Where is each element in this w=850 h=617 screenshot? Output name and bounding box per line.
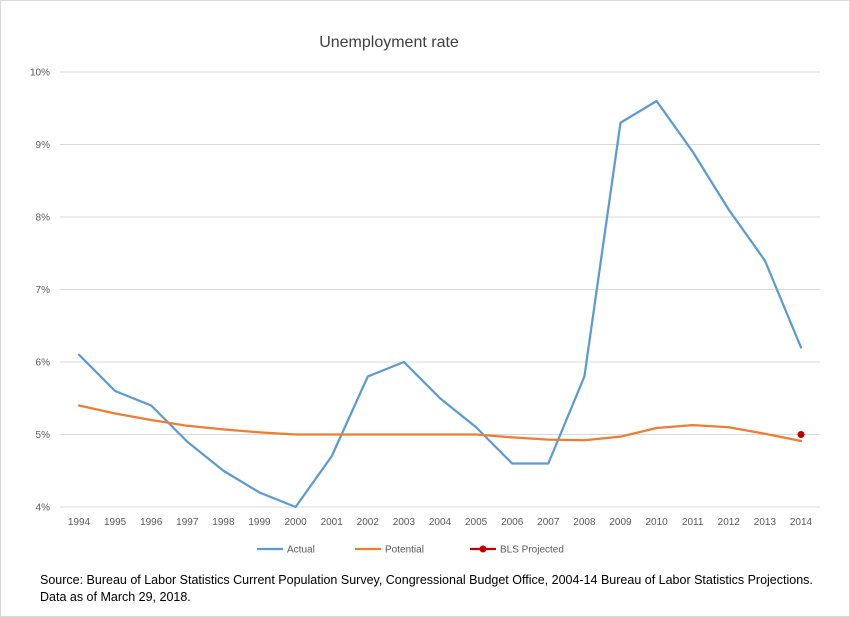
- y-tick-label: 4%: [36, 503, 51, 514]
- x-tick-label: 2012: [718, 517, 741, 528]
- series-line-potential: [77, 404, 803, 443]
- source-line-2: Data as of March 29, 2018.: [40, 590, 191, 604]
- legend-item-actual: Actual: [257, 545, 315, 556]
- y-tick-label: 10%: [30, 68, 50, 79]
- legend-item-potential: Potential: [355, 545, 424, 556]
- source-note: Source: Bureau of Labor Statistics Curre…: [40, 572, 830, 606]
- legend-label: Potential: [385, 545, 424, 556]
- legend-label: Actual: [287, 545, 315, 556]
- gridlines: [60, 71, 820, 508]
- x-tick-label: 1998: [212, 517, 235, 528]
- x-tick-label: 1997: [176, 517, 199, 528]
- x-tick-label: 2011: [682, 517, 704, 528]
- legend-marker: [479, 545, 487, 553]
- x-tick-label: 1996: [140, 517, 163, 528]
- legend-item-bls-projected: BLS Projected: [470, 545, 564, 556]
- y-tick-label: 5%: [36, 430, 51, 441]
- x-tick-label: 2002: [357, 517, 380, 528]
- legend: Actual Potential BLS Projected: [257, 545, 564, 556]
- y-tick-label: 7%: [36, 285, 51, 296]
- chart-title: Unemployment rate: [319, 34, 459, 51]
- x-tick-label: 1995: [104, 517, 127, 528]
- y-axis-tick-labels: 4% 5% 6% 7% 8% 9% 10%: [30, 68, 50, 514]
- x-tick-label: 2001: [321, 517, 344, 528]
- source-line-1: Source: Bureau of Labor Statistics Curre…: [40, 573, 813, 587]
- x-tick-label: 2013: [754, 517, 777, 528]
- x-tick-label: 2005: [465, 517, 488, 528]
- x-tick-label: 1999: [248, 517, 271, 528]
- x-tick-label: 2004: [429, 517, 452, 528]
- x-tick-label: 2014: [790, 517, 813, 528]
- series-line-actual: [77, 99, 803, 509]
- x-tick-label: 2000: [284, 517, 307, 528]
- x-tick-label: 1994: [68, 517, 91, 528]
- x-tick-label: 2009: [609, 517, 632, 528]
- x-tick-label: 2010: [645, 517, 668, 528]
- x-axis-tick-labels: 1994 1995 1996 1997 1998 1999 2000 2001 2002 2003…: [68, 517, 813, 528]
- series-lines: [77, 99, 805, 509]
- legend-label: BLS Projected: [500, 545, 564, 556]
- x-tick-label: 2007: [537, 517, 560, 528]
- series-point-bls-projected: [797, 431, 805, 438]
- x-tick-label: 2008: [573, 517, 596, 528]
- x-tick-label: 2003: [393, 517, 416, 528]
- y-tick-label: 9%: [36, 140, 51, 151]
- y-tick-label: 8%: [36, 213, 51, 224]
- y-tick-label: 6%: [36, 358, 51, 369]
- x-tick-label: 2006: [501, 517, 524, 528]
